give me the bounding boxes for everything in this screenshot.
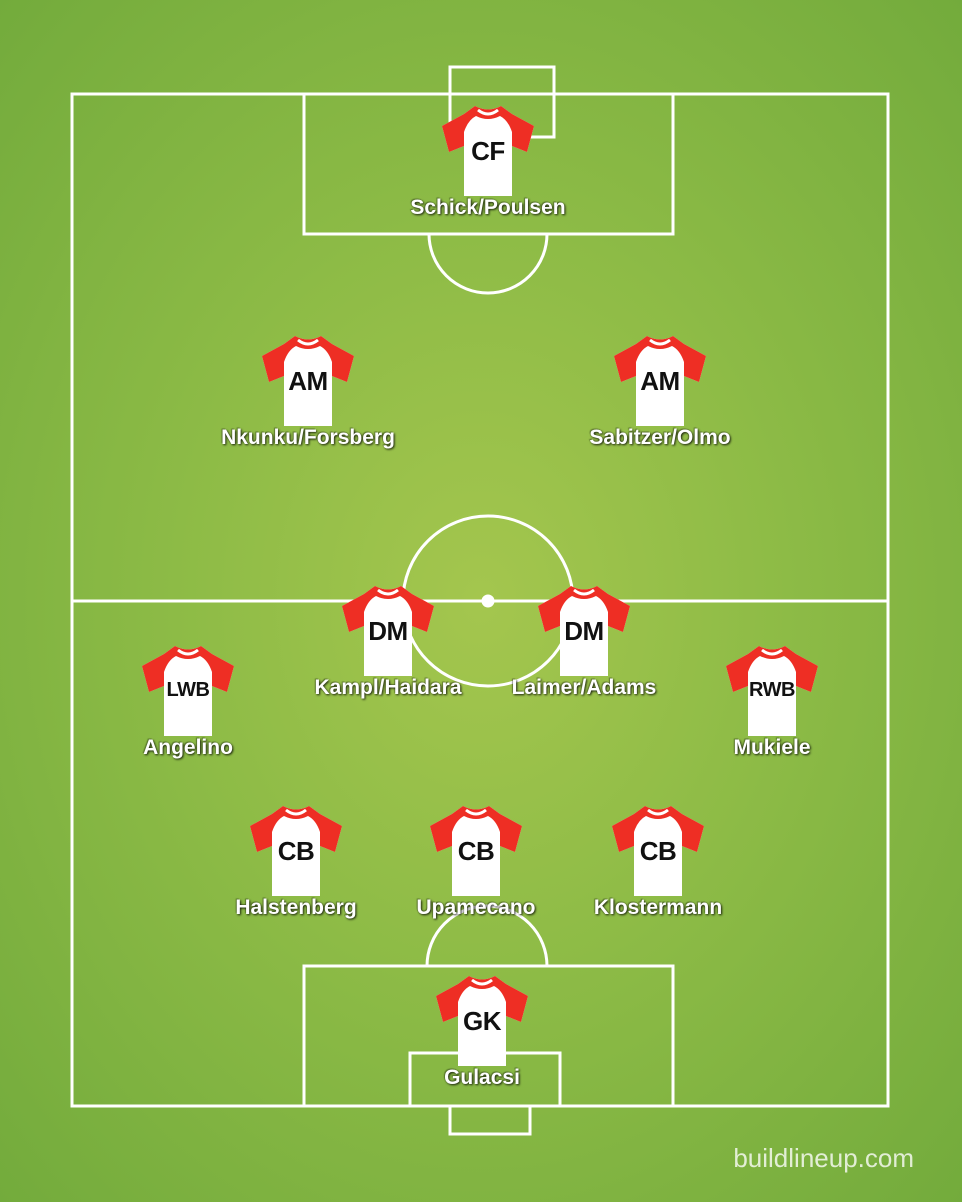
- player-name: Sabitzer/Olmo: [589, 426, 731, 449]
- player-name: Laimer/Adams: [511, 676, 657, 699]
- position-label: AM: [640, 366, 680, 396]
- position-label: RWB: [749, 679, 795, 701]
- player-dm-right[interactable]: DM Laimer/Adams: [484, 580, 684, 710]
- player-name: Halstenberg: [235, 896, 357, 919]
- player-name: Nkunku/Forsberg: [221, 426, 395, 449]
- position-label: CF: [471, 136, 505, 166]
- position-label: CB: [457, 836, 495, 866]
- player-name: Schick/Poulsen: [410, 196, 566, 219]
- shirt-icon: [608, 800, 708, 900]
- shirt-icon: [432, 970, 532, 1070]
- shirt-icon: [246, 800, 346, 900]
- position-label: CB: [639, 836, 677, 866]
- bottom-goal: [448, 1104, 532, 1136]
- player-cb-center[interactable]: CB Upamecano: [376, 800, 576, 930]
- position-label: GK: [463, 1006, 502, 1036]
- player-cb-left[interactable]: CB Halstenberg: [196, 800, 396, 930]
- position-label: LWB: [166, 679, 210, 701]
- shirt-icon: [258, 330, 358, 430]
- player-gk[interactable]: GK Gulacsi: [382, 970, 582, 1100]
- watermark-text: buildlineup.com: [733, 1143, 914, 1173]
- bottom-penalty-arc: [425, 904, 549, 967]
- player-name: Mukiele: [733, 736, 811, 759]
- center-spot: [481, 594, 495, 608]
- player-cb-right[interactable]: CB Klostermann: [558, 800, 758, 930]
- top-penalty-arc: [427, 233, 549, 295]
- player-dm-left[interactable]: DM Kampl/Haidara: [288, 580, 488, 710]
- player-name: Upamecano: [416, 896, 536, 919]
- player-lwb[interactable]: LWB Angelino: [88, 640, 288, 770]
- shirt-icon: [610, 330, 710, 430]
- shirt-icon: [534, 580, 634, 680]
- player-name: Klostermann: [593, 896, 723, 919]
- shirt-icon: [138, 640, 238, 740]
- player-name: Angelino: [143, 736, 233, 759]
- shirt-icon: [722, 640, 822, 740]
- player-am-left[interactable]: AM Nkunku/Forsberg: [208, 330, 408, 460]
- shirt-icon: [438, 100, 538, 200]
- position-label: DM: [564, 616, 604, 646]
- shirt-icon: [426, 800, 526, 900]
- player-name: Kampl/Haidara: [314, 676, 462, 699]
- position-label: CB: [277, 836, 315, 866]
- top-penalty-box: [302, 92, 675, 236]
- shirt-icon: [338, 580, 438, 680]
- player-name: Gulacsi: [444, 1066, 520, 1089]
- player-cf[interactable]: CF Schick/Poulsen: [388, 100, 588, 230]
- position-label: DM: [368, 616, 408, 646]
- player-am-right[interactable]: AM Sabitzer/Olmo: [560, 330, 760, 460]
- player-rwb[interactable]: RWB Mukiele: [672, 640, 872, 770]
- position-label: AM: [288, 366, 328, 396]
